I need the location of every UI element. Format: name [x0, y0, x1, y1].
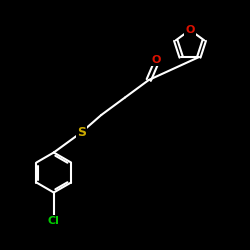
Text: Cl: Cl — [48, 216, 60, 226]
Text: O: O — [152, 55, 161, 65]
Text: O: O — [185, 25, 195, 35]
Text: S: S — [77, 126, 86, 139]
